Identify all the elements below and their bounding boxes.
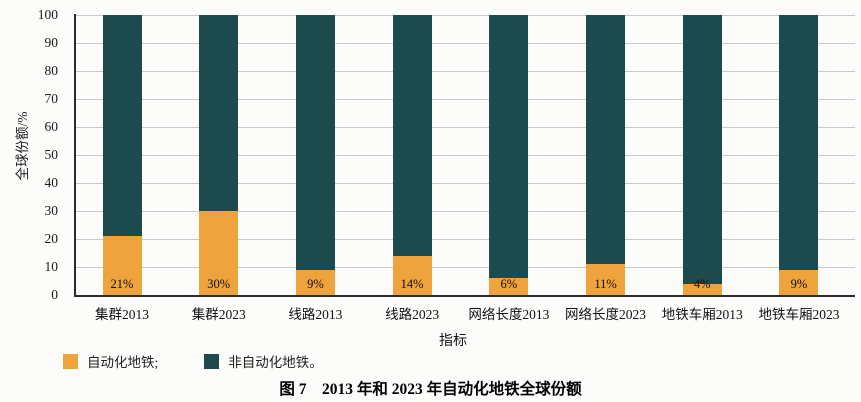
non-automated-metro-swatch [204,353,220,369]
plot-area: 21% 30% 9% 14% 6% 11% 4% 9% [75,15,855,295]
x-category-label: 集群2013 [95,307,149,322]
bar-value-label: 9% [307,277,324,291]
x-category-label: 地铁车厢2013 [661,307,743,322]
bar-value-label: 30% [207,277,231,291]
x-category-label: 集群2023 [191,307,246,322]
y-tick-label: 0 [51,287,58,302]
x-category-label: 地铁车厢2023 [758,307,840,322]
legend-label-non-automated: 非自动化地铁。 [228,355,323,370]
bar-segment-non-automated [199,15,239,211]
gridline [75,15,855,16]
bar-value-label: 14% [400,277,424,291]
bar-segment-automated [199,211,239,295]
bar-segment-non-automated [295,15,335,270]
figure-caption: 图 7 2013 年和 2023 年自动化地铁全球份额 [279,381,582,398]
y-tick-label: 80 [44,63,59,78]
y-tick-label: 40 [44,175,59,190]
stacked-bar: 11% [586,15,626,295]
x-category-label: 线路2023 [385,307,440,322]
bar-segment-automated [682,283,722,295]
gridline [75,99,855,100]
bar-value-label: 9% [790,277,808,291]
gridline [75,43,855,44]
y-tick-label: 100 [37,7,58,22]
x-axis-line [74,295,855,297]
y-tick-label: 90 [44,35,59,50]
stacked-bar: 9% [295,15,335,295]
stacked-bar: 21% [102,15,142,295]
stacked-bar: 4% [682,15,722,295]
stacked-bar: 14% [392,15,432,295]
x-category-label: 网络长度2013 [468,307,550,322]
bar-segment-automated [586,264,626,295]
bar-segment-automated [392,255,432,295]
y-tick-label: 30 [44,203,59,218]
gridline [75,211,855,212]
stacked-bar: 30% [199,15,239,295]
bar-segment-non-automated [102,15,142,237]
y-axis-ticks: 0 10 20 30 40 50 60 70 80 90 100 [0,8,68,302]
bar-value-label: 21% [110,277,134,291]
y-tick-label: 20 [44,231,59,246]
x-category-label: 网络长度2023 [565,307,647,322]
x-axis-title: 指标 [439,334,467,349]
bar-value-label: 4% [693,277,711,291]
y-tick-label: 10 [44,259,59,274]
y-axis-line [74,14,76,297]
legend: 自动化地铁; 非自动化地铁。 [63,351,323,371]
gridline [75,239,855,240]
bar-segment-automated [295,269,335,295]
automated-metro-swatch [63,353,78,369]
legend-label-automated: 自动化地铁; [87,355,159,370]
x-category-label: 线路2013 [288,307,343,322]
gridline [75,183,855,184]
bar-value-label: 11% [594,277,617,291]
bar-segment-non-automated [682,15,722,284]
bar-segment-automated [489,278,529,295]
legend-item-automated: 自动化地铁; [63,351,158,371]
stacked-bar: 9% [779,15,819,295]
y-tick-label: 60 [44,119,59,134]
bar-segment-automated [779,269,819,295]
gridline [75,267,855,268]
y-tick-label: 50 [44,147,59,162]
bar-segment-automated [102,236,142,295]
legend-item-non-automated: 非自动化地铁。 [204,351,323,371]
gridline [75,127,855,128]
y-tick-label: 70 [44,91,59,106]
bar-segment-non-automated [779,15,819,270]
gridline [75,155,855,156]
bar-value-label: 6% [500,277,518,291]
gridline [75,71,855,72]
stacked-bar: 6% [489,15,529,295]
bar-segment-non-automated [489,15,529,279]
bar-segment-non-automated [392,15,432,256]
bar-segment-non-automated [586,15,626,265]
